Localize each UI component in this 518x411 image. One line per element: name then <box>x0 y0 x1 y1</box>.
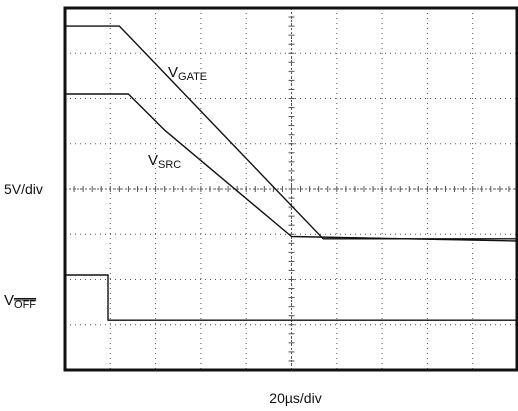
trace-label-subscript: SRC <box>158 159 181 171</box>
trace-label-src: VSRC <box>148 152 181 171</box>
trace-label-gate: VGATE <box>168 64 207 83</box>
trace-label-subscript: GATE <box>178 71 207 83</box>
trace-label-main: V <box>168 64 178 81</box>
y-axis-label: 5V/div <box>4 181 43 197</box>
grid <box>64 7 518 371</box>
trace-v-off <box>65 274 518 321</box>
plot-frame <box>63 6 518 372</box>
trace-v-src <box>65 93 518 242</box>
traces <box>65 25 518 321</box>
trace-label-main: V <box>148 152 158 169</box>
x-axis-label: 20µs/div <box>269 390 321 406</box>
trace-label-off: VOFF <box>4 292 36 311</box>
trace-label-subscript: OFF <box>14 299 36 311</box>
trace-label-main: V <box>4 292 14 309</box>
